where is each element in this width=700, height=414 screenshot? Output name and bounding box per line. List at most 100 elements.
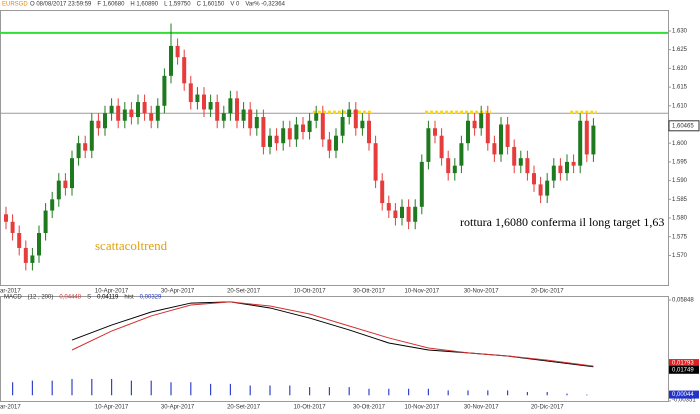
- macd-header-field: 0,04448: [59, 295, 81, 301]
- candle-body: [274, 135, 279, 144]
- histogram-bar: [447, 390, 449, 396]
- histogram-bar: [348, 387, 350, 396]
- histogram-bar: [190, 382, 192, 396]
- macd-header-field: 0,04119: [97, 295, 119, 301]
- main-panel-frame: [0, 10, 669, 286]
- symbol: EURSGD: [2, 2, 28, 8]
- histogram-bar: [71, 378, 73, 396]
- x-tick-label: 10-Nov-2017: [404, 289, 439, 295]
- header-field: O 08/08/2017 23:59:59: [30, 2, 92, 8]
- candle-body: [202, 94, 206, 110]
- candle-body: [571, 161, 576, 166]
- histogram-bar: [328, 387, 330, 396]
- header-field: L 1,59750: [164, 2, 191, 8]
- candle-body: [400, 206, 404, 219]
- x-tick-label: 10-Nov-2017: [404, 405, 439, 411]
- x-tick-label: 20-Set-2017: [227, 405, 261, 411]
- x-tick-label: 30-Nov-2017: [464, 289, 499, 295]
- histogram-bar: [289, 385, 291, 396]
- histogram-bar: [487, 390, 489, 396]
- candle-body: [208, 102, 213, 110]
- candle-body: [512, 146, 517, 166]
- candle-body: [129, 109, 134, 118]
- last-price-box: [668, 120, 700, 132]
- candle-body: [360, 120, 365, 129]
- histogram-bar: [309, 387, 311, 396]
- candle-body: [380, 180, 385, 204]
- histogram-bar: [368, 388, 370, 396]
- histogram-bar: [31, 380, 33, 396]
- x-tick-label: 20-Dic-2017: [531, 405, 564, 411]
- candle-body: [439, 135, 444, 159]
- candle-body: [188, 83, 193, 103]
- value-tag-label: 0,00044: [672, 392, 694, 398]
- candle-body: [591, 125, 596, 155]
- candle-body: [254, 117, 259, 129]
- histogram-bar: [51, 380, 53, 396]
- y-tick-label: 1.570: [672, 253, 688, 259]
- y-tick-label: -0,00351: [672, 398, 696, 404]
- macd-header-field: S: [87, 295, 91, 301]
- x-tick-label: ar-2017: [0, 289, 21, 295]
- histogram-bar: [249, 385, 251, 396]
- y-tick-label: 1.595: [672, 159, 688, 165]
- header-field: F 1,60680: [97, 2, 125, 8]
- y-tick-label: 0,05848: [672, 298, 694, 304]
- candle-body: [50, 199, 55, 211]
- x-tick-label: 30-Nov-2017: [464, 405, 499, 411]
- candle-body: [340, 117, 345, 136]
- candle-body: [452, 165, 457, 174]
- candle-body: [584, 120, 589, 155]
- candle-body: [235, 98, 239, 121]
- histogram-bar: [566, 393, 568, 396]
- histogram-bar: [546, 392, 548, 396]
- histogram-bar: [130, 380, 132, 396]
- candle-body: [63, 180, 68, 189]
- y-tick-label: 1.620: [672, 66, 688, 72]
- x-tick-label: 10-Apr-2017: [95, 289, 129, 295]
- candle-body: [578, 120, 583, 166]
- candle-body: [175, 45, 180, 58]
- candle-body: [182, 57, 187, 84]
- y-tick-label: 1.585: [672, 197, 688, 203]
- candle-body: [419, 161, 424, 207]
- candle-body: [89, 120, 94, 151]
- candle-body: [538, 184, 543, 196]
- histogram-bar: [427, 388, 429, 396]
- macd-line: [71, 301, 594, 367]
- candle-body: [558, 165, 563, 174]
- x-tick-label: 10-Ott-2017: [294, 289, 327, 295]
- y-tick-label: 1.580: [672, 216, 688, 222]
- candle-body: [241, 109, 246, 121]
- histogram-bar: [111, 378, 113, 396]
- candle-body: [413, 206, 418, 222]
- y-tick-label: 1.615: [672, 85, 688, 91]
- x-tick-label: 10-Ott-2017: [294, 405, 327, 411]
- candle-body: [4, 214, 8, 222]
- candle-body: [136, 102, 140, 118]
- candle-body: [320, 113, 325, 140]
- candle-body: [268, 135, 272, 147]
- candle-body: [122, 109, 127, 121]
- candle-body: [518, 158, 523, 166]
- candle-body: [169, 45, 173, 76]
- last-price-label: 1,60465: [672, 123, 694, 129]
- candle-body: [373, 143, 378, 181]
- x-tick-label: 20-Dic-2017: [531, 289, 564, 295]
- header-field: H 1,60890: [130, 2, 158, 8]
- candle-body: [314, 113, 319, 121]
- macd-header-field: MACD: [4, 295, 22, 301]
- candle-body: [426, 128, 431, 162]
- candle-body: [327, 139, 332, 151]
- candle-body: [10, 221, 15, 233]
- x-tick-label: ar-2017: [0, 405, 21, 411]
- candle-body: [261, 117, 266, 147]
- candle-body: [433, 128, 437, 136]
- y-tick-label: 1.590: [672, 178, 688, 184]
- value-tag: [669, 390, 699, 399]
- histogram-bar: [269, 385, 271, 396]
- candle-body: [492, 143, 497, 155]
- histogram-bar: [150, 380, 152, 396]
- candle-body: [367, 120, 371, 144]
- candle-body: [30, 255, 35, 263]
